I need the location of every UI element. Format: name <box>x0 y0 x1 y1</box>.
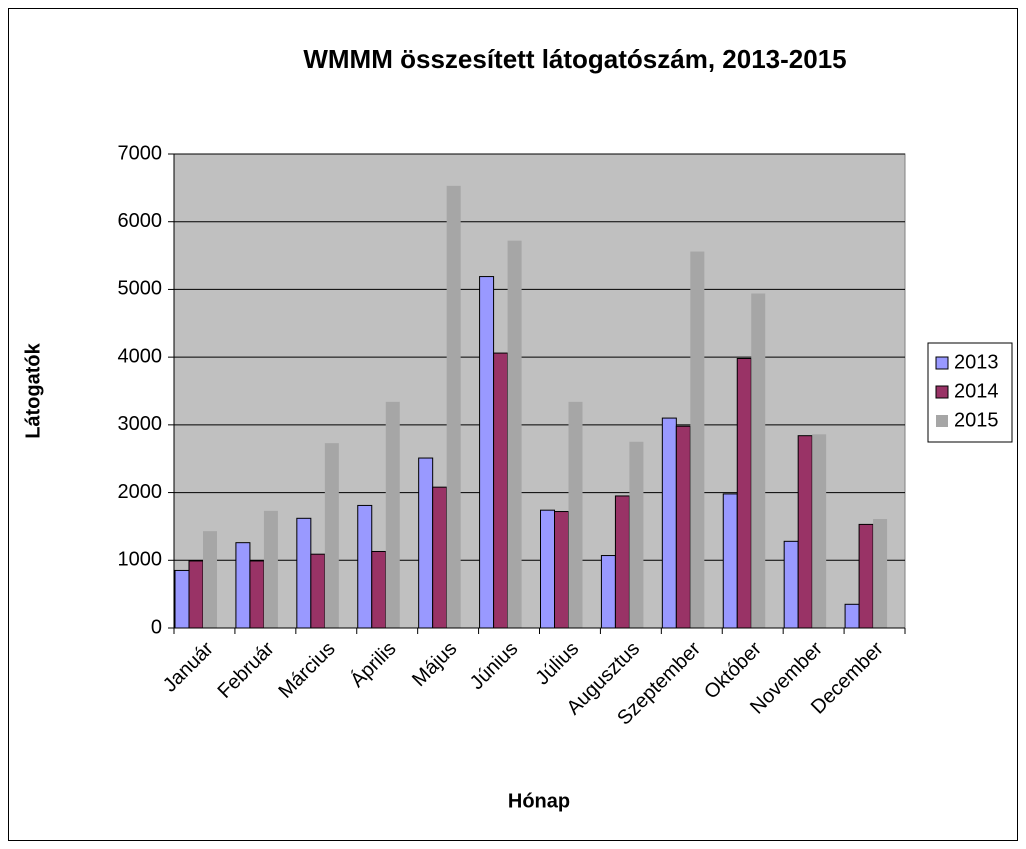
y-tick-label: 7000 <box>118 142 163 164</box>
bar <box>296 517 312 629</box>
bar <box>858 523 874 629</box>
bar <box>479 276 495 629</box>
y-tick-label: 4000 <box>118 345 163 367</box>
plot-area <box>173 153 906 629</box>
bar <box>235 542 251 629</box>
y-axis-title: Látogatók <box>22 342 44 438</box>
bar <box>554 511 569 629</box>
bar <box>873 518 888 628</box>
legend-swatch <box>935 385 949 399</box>
y-tick-label: 6000 <box>118 210 163 232</box>
bar <box>783 540 799 629</box>
x-axis-title: Hónap <box>508 790 570 812</box>
legend-swatch <box>936 415 948 427</box>
bar <box>324 443 339 628</box>
y-tick-label: 0 <box>151 616 162 638</box>
bar <box>736 357 752 629</box>
bar <box>614 495 630 629</box>
bar <box>418 457 434 629</box>
bar <box>507 240 522 628</box>
bar <box>174 569 190 629</box>
bar <box>675 425 691 629</box>
bar <box>540 509 555 629</box>
y-tick-label: 5000 <box>118 278 163 300</box>
bar <box>357 504 373 629</box>
bar <box>188 560 204 629</box>
legend-label: 2013 <box>954 351 999 373</box>
bar <box>203 531 217 628</box>
bar <box>371 550 387 629</box>
bar <box>661 417 677 629</box>
legend-label: 2015 <box>954 409 999 431</box>
bar <box>722 493 738 629</box>
bar <box>812 434 827 628</box>
bar <box>629 441 644 628</box>
bar <box>844 603 860 629</box>
bar <box>797 435 813 629</box>
y-tick-label: 2000 <box>118 481 163 503</box>
bar <box>493 352 509 629</box>
bar <box>249 560 265 629</box>
y-tick-label: 3000 <box>118 413 163 435</box>
bar <box>432 486 448 629</box>
bar <box>690 251 705 628</box>
bar <box>385 401 400 628</box>
bar <box>263 510 278 628</box>
bar <box>446 185 461 628</box>
chart-title: WMMM összesített látogatószám, 2013-2015 <box>303 44 846 74</box>
bar <box>600 555 616 629</box>
y-tick-label: 1000 <box>118 549 163 571</box>
legend-swatch <box>935 356 949 370</box>
bar <box>751 293 766 628</box>
bar <box>568 401 583 628</box>
legend-label: 2014 <box>954 380 999 402</box>
bar <box>310 553 326 629</box>
